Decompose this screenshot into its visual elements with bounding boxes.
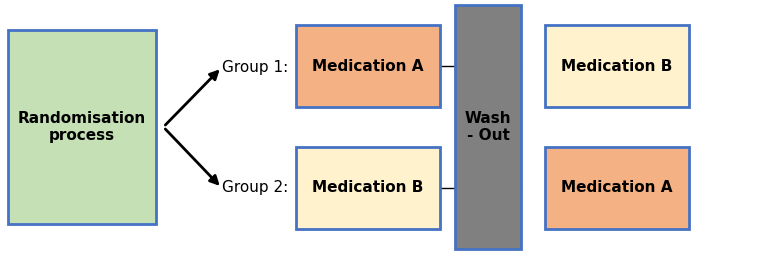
Text: Medication B: Medication B [312,180,423,196]
FancyBboxPatch shape [545,25,689,107]
FancyBboxPatch shape [8,30,156,224]
Text: Medication A: Medication A [312,58,423,74]
FancyBboxPatch shape [296,147,440,229]
Text: Group 1:: Group 1: [222,60,288,75]
FancyBboxPatch shape [296,25,440,107]
FancyBboxPatch shape [545,147,689,229]
Text: Medication A: Medication A [561,180,672,196]
Text: Group 2:: Group 2: [222,180,288,196]
FancyBboxPatch shape [455,5,521,249]
Text: Randomisation
process: Randomisation process [18,111,145,143]
Text: Medication B: Medication B [561,58,672,74]
Text: Wash
- Out: Wash - Out [465,111,511,143]
